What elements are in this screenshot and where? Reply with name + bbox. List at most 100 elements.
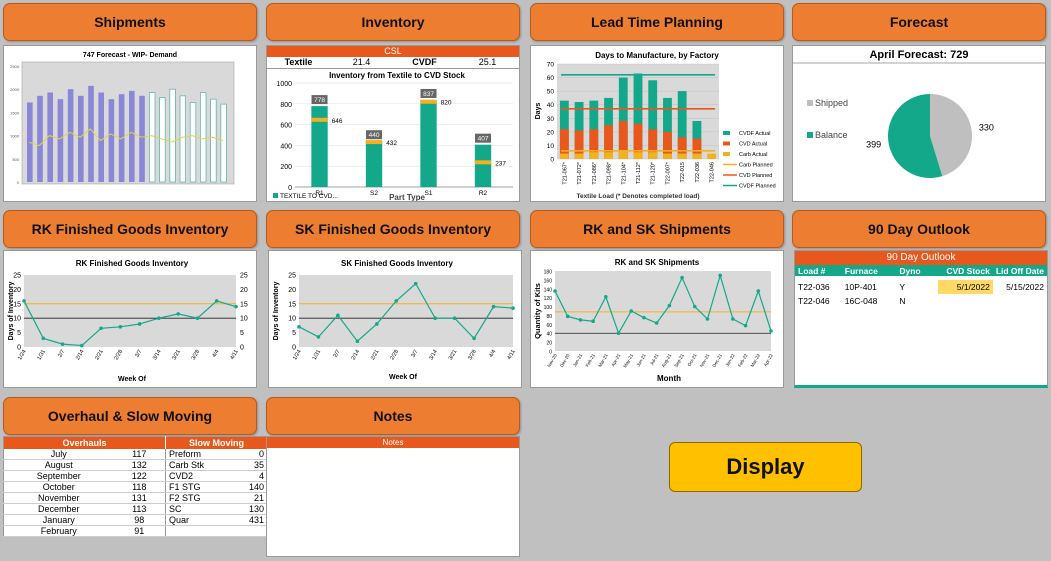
lead-time-bar-cvdf (633, 73, 643, 159)
line-ytick-right: 10 (240, 316, 248, 323)
line-xtick: Sep-21 (673, 353, 685, 368)
overhaul-cell: 118 (113, 481, 166, 493)
series-point (511, 306, 515, 310)
line-ytick: 80 (546, 314, 552, 320)
forecast-slice-label: 399 (866, 139, 881, 149)
display-button[interactable]: Display (669, 442, 862, 492)
inventory-trigger-mark (311, 117, 328, 122)
outlook-cell (938, 294, 993, 308)
series-point (616, 331, 621, 336)
slow-moving-cell: F2 STG (165, 492, 216, 504)
series-point (22, 299, 26, 303)
sk-fgi-header[interactable]: SK Finished Goods Inventory (266, 210, 520, 248)
overhaul-cell: 91 (113, 525, 166, 537)
inventory-trigger-label: 237 (495, 160, 506, 167)
lead-time-bar-carb (692, 153, 702, 159)
line-ytick: 10 (288, 316, 296, 323)
inventory-chart: Inventory from Textile to CVD Stock 0 200… (273, 71, 513, 201)
lead-time-header[interactable]: Lead Time Planning (530, 3, 784, 41)
line-ytick: 120 (544, 296, 553, 302)
forecast-slice (930, 94, 972, 177)
line-xtick: Apr-22 (763, 353, 774, 368)
forecast-slice-label: 330 (979, 123, 994, 133)
lead-time-ytick: 10 (547, 143, 555, 150)
shipments-tick: 1000 (10, 134, 20, 139)
line-xtick: 3/28 (467, 349, 478, 361)
overhaul-header[interactable]: Overhaul & Slow Moving (3, 397, 257, 435)
line-ytick: 15 (288, 301, 296, 308)
overhaul-cell: February (3, 525, 114, 537)
line-xtick: Feb-21 (585, 353, 597, 368)
slow-moving-cell: 140 (215, 481, 268, 493)
notes-header[interactable]: Notes (266, 397, 520, 435)
rk-sk-shipments-header[interactable]: RK and SK Shipments (530, 210, 784, 248)
shipments-header[interactable]: Shipments (3, 3, 257, 41)
shipments-bar (220, 103, 227, 183)
series-point (99, 326, 103, 331)
lead-time-category: T21-104* (621, 161, 627, 184)
line-ytick: 0 (292, 345, 296, 352)
series-point (604, 294, 608, 299)
slow-moving-cell: 21 (215, 492, 268, 504)
slow-moving-cell (215, 525, 268, 537)
series-point (769, 329, 773, 333)
lead-time-panel: Days to Manufacture, by Factory 0 10 20 30 4… (530, 45, 784, 202)
forecast-header[interactable]: Forecast (792, 3, 1046, 41)
line-xtick: 1/31 (36, 349, 47, 361)
inventory-panel: CSL Textile 21.4 CVDF 25.1 Inventory fro… (266, 45, 520, 202)
series-point (316, 335, 321, 339)
inventory-bar (311, 105, 328, 187)
lead-time-category: T21-112* (636, 161, 642, 184)
line-xtick: 1/24 (292, 349, 303, 361)
line-ytick: 180 (544, 270, 553, 276)
series-point (176, 312, 180, 316)
series-point (565, 314, 570, 319)
outlook-header[interactable]: 90 Day Outlook (792, 210, 1046, 248)
inventory-header[interactable]: Inventory (266, 3, 520, 41)
lead-time-bar-cvdf (618, 77, 628, 159)
table-row: T22-046 16C-048 N (795, 294, 1047, 308)
line-ytick-right: 15 (240, 301, 248, 308)
rk-fgi-header[interactable]: RK Finished Goods Inventory (3, 210, 257, 248)
line-ytick: 140 (544, 287, 553, 293)
lead-time-bar-cvd (559, 129, 569, 159)
lead-time-ytick: 60 (547, 75, 555, 82)
line-ytick: 25 (288, 273, 296, 280)
line-xtick: Feb-22 (737, 353, 749, 368)
lead-time-ytick: 40 (547, 102, 555, 109)
forecast-chart: April Forecast: 729 Shipped Balance 330 3… (793, 49, 1045, 178)
shipments-chart: 747 Forecast - WIP- Demand 0 500 1000 1500 2… (4, 46, 256, 201)
notes-panel[interactable]: Notes (266, 436, 520, 557)
series-point (336, 313, 340, 318)
table-row: July 117 Preform 0 (3, 448, 268, 460)
shipments-tick: 1500 (10, 110, 20, 115)
overhaul-cell: July (3, 448, 114, 460)
series-point (80, 343, 84, 348)
overhaul-cell: January (3, 514, 114, 526)
series-point (654, 321, 659, 325)
series-point (214, 299, 219, 303)
lead-time-bar-cvd (663, 131, 672, 159)
rk-sk-ylabel: Quantity of Kits (533, 283, 542, 339)
lead-time-bar-cvd (589, 129, 599, 159)
lead-time-bar-carb (618, 150, 628, 159)
outlook-title: 90 Day Outlook (795, 251, 1047, 265)
csl-cell: Textile (284, 57, 313, 68)
lead-time-bar-carb (574, 153, 584, 159)
series-point (629, 309, 634, 313)
line-xtick: Jun-21 (636, 353, 647, 368)
overhaul-cell: November (3, 492, 114, 504)
lead-time-bar-cvd (604, 125, 613, 159)
outlook-cell: 10P-401 (844, 282, 877, 292)
series-point (394, 299, 399, 303)
rk-fgi-xlabel: Week Of (118, 376, 147, 383)
series-point (355, 339, 360, 344)
shipments-chart-panel: 747 Forecast - WIP- Demand 0 500 1000 1500 2… (3, 45, 257, 202)
outlook-col-header: Dyno (899, 265, 921, 276)
series-point (157, 316, 161, 320)
series-point (491, 304, 496, 309)
series-point (433, 316, 437, 320)
table-row: November 131 F2 STG 21 (3, 492, 268, 504)
csl-cell: CVDF (412, 57, 437, 68)
sk-fgi-title: SK Finished Goods Inventory (341, 259, 454, 268)
